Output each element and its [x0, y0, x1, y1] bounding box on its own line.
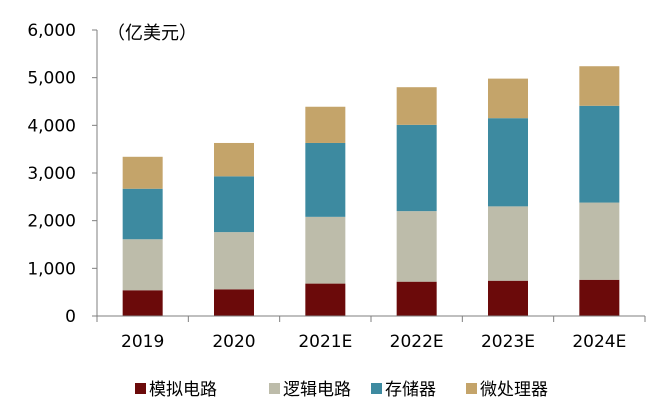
x-tick-label: 2022E [390, 332, 444, 352]
bar-segment [305, 283, 346, 316]
unit-label: （亿美元） [107, 23, 197, 44]
bar-segment [305, 106, 346, 143]
x-tick-label: 2023E [481, 332, 535, 352]
bar-segment [579, 279, 620, 316]
x-axis: 2019 2020 2021E 2022E 2023E 2024E [96, 315, 646, 352]
y-tick-label: 4,000 [27, 116, 76, 136]
legend-swatch [466, 383, 477, 394]
y-tick-label: 3,000 [27, 164, 76, 184]
bar-segment [214, 289, 254, 316]
bar-segment [122, 239, 163, 291]
bar-segment [305, 142, 346, 217]
bar-segment [579, 105, 620, 203]
y-tick-label: 6,000 [27, 21, 76, 41]
y-tick-label: 5,000 [27, 69, 76, 89]
bar-segment [122, 156, 163, 189]
legend-label: 存储器 [385, 380, 436, 400]
y-tick-label: 0 [65, 307, 76, 327]
y-tick-label: 1,000 [27, 259, 76, 279]
legend-label: 微处理器 [480, 380, 548, 400]
x-tick-label: 2021E [298, 332, 352, 352]
bar-segment [396, 124, 437, 212]
legend-label: 模拟电路 [149, 380, 217, 400]
x-tick-label: 2019 [121, 332, 164, 352]
y-axis: 0 1,000 2,000 3,000 4,000 5,000 6,000 [27, 21, 98, 327]
bar-segment [488, 280, 528, 316]
bar-segment [396, 211, 437, 282]
bar-segment [214, 232, 254, 290]
bar-segment [396, 281, 437, 316]
legend-swatch [269, 383, 280, 394]
bar-segment [214, 142, 254, 177]
bar-segment [579, 66, 620, 106]
bars-group [122, 66, 620, 316]
y-tick-label: 2,000 [27, 212, 76, 232]
legend: 模拟电路 逻辑电路 存储器 微处理器 [135, 380, 548, 400]
bar-segment [488, 118, 528, 207]
bar-segment [396, 87, 437, 125]
bar-segment [122, 188, 163, 240]
bar-segment [122, 290, 163, 316]
x-tick-label: 2024E [572, 332, 626, 352]
bar-segment [305, 216, 346, 284]
legend-swatch [135, 383, 146, 394]
legend-label: 逻辑电路 [283, 380, 351, 400]
x-tick-label: 2020 [212, 332, 255, 352]
bar-segment [579, 202, 620, 280]
legend-swatch [371, 383, 382, 394]
bar-segment [488, 206, 528, 281]
bar-segment [214, 176, 254, 233]
bar-segment [488, 78, 528, 119]
